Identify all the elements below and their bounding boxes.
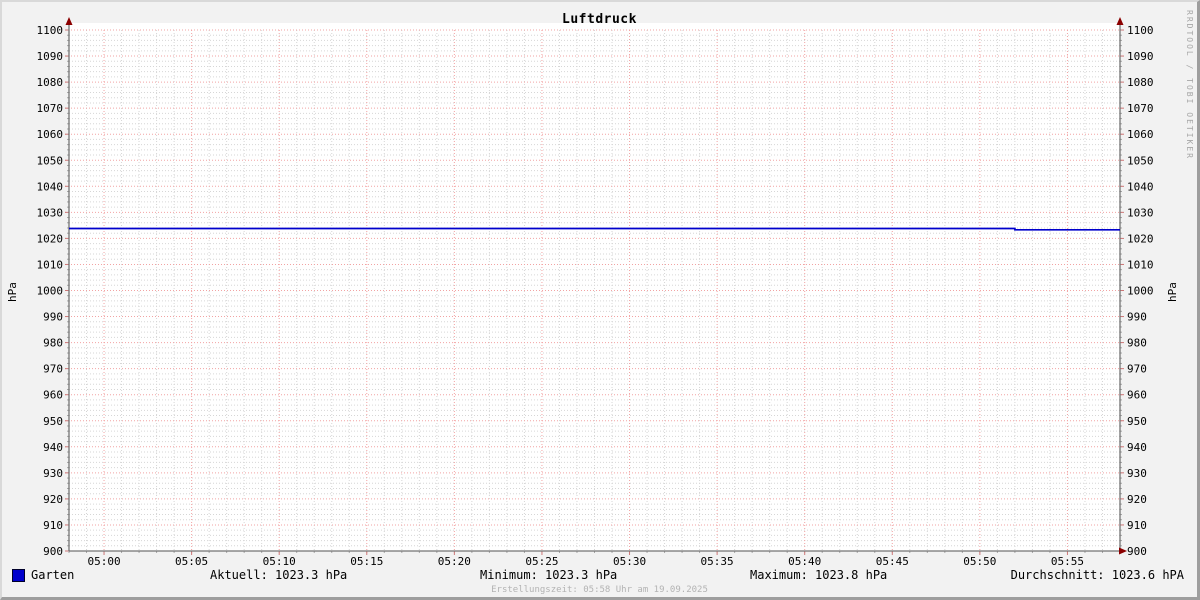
y-tick-label-left: 930 — [43, 467, 63, 480]
y-axis-arrow-left — [65, 17, 73, 25]
x-tick-label: 05:10 — [263, 555, 296, 568]
y-tick-label-left: 1010 — [37, 258, 64, 271]
series-line-garten — [69, 227, 1120, 231]
y-tick-label-left: 1090 — [37, 50, 64, 63]
y-axis-title-left: hPa — [6, 282, 19, 302]
creation-timestamp: Erstellungszeit: 05:58 Uhr am 19.09.2025 — [491, 585, 708, 595]
y-tick-label-right: 1080 — [1127, 76, 1154, 89]
stat-maximum: Maximum: 1023.8 hPa — [750, 568, 888, 582]
y-axis-arrow-right — [1116, 17, 1124, 25]
y-tick-label-right: 980 — [1127, 337, 1147, 350]
y-tick-label-left: 970 — [43, 363, 63, 376]
y-tick-label-right: 1050 — [1127, 154, 1154, 167]
y-tick-label-right: 1040 — [1127, 180, 1154, 193]
y-tick-label-left: 1100 — [37, 24, 64, 37]
x-tick-label: 05:50 — [963, 555, 996, 568]
y-tick-label-right: 1010 — [1127, 258, 1154, 271]
y-tick-label-left: 940 — [43, 441, 63, 454]
y-tick-label-left: 1000 — [37, 285, 64, 298]
x-tick-label: 05:00 — [87, 555, 120, 568]
y-tick-label-left: 1060 — [37, 128, 64, 141]
y-tick-label-right: 990 — [1127, 311, 1147, 324]
y-tick-label-left: 1070 — [37, 102, 64, 115]
y-tick-label-left: 980 — [43, 337, 63, 350]
y-axis-title-right: hPa — [1166, 282, 1179, 302]
y-tick-label-right: 1000 — [1127, 285, 1154, 298]
y-tick-label-right: 1070 — [1127, 102, 1154, 115]
y-tick-label-right: 960 — [1127, 389, 1147, 402]
y-tick-label-right: 1090 — [1127, 50, 1154, 63]
x-tick-label: 05:30 — [613, 555, 646, 568]
legend-series-label: Garten — [31, 568, 75, 582]
y-tick-label-right: 920 — [1127, 493, 1147, 506]
x-tick-label: 05:20 — [438, 555, 471, 568]
stat-aktuell: Aktuell: 1023.3 hPa — [210, 568, 348, 582]
y-tick-label-right: 1030 — [1127, 206, 1154, 219]
legend-row: Garten Aktuell: 1023.3 hPa Minimum: 1023… — [2, 567, 1197, 583]
y-tick-label-left: 900 — [43, 545, 63, 558]
x-tick-label: 05:40 — [788, 555, 821, 568]
y-tick-label-left: 1020 — [37, 232, 64, 245]
stat-minimum: Minimum: 1023.3 hPa — [480, 568, 618, 582]
y-tick-label-left: 1030 — [37, 206, 64, 219]
x-tick-label: 05:05 — [175, 555, 208, 568]
y-tick-label-left: 910 — [43, 519, 63, 532]
x-axis-arrow — [1119, 547, 1127, 555]
y-tick-label-right: 1060 — [1127, 128, 1154, 141]
y-tick-label-right: 950 — [1127, 415, 1147, 428]
y-tick-label-left: 1040 — [37, 180, 64, 193]
y-tick-label-left: 1050 — [37, 154, 64, 167]
x-tick-label: 05:25 — [525, 555, 558, 568]
y-tick-label-right: 900 — [1127, 545, 1147, 558]
y-tick-label-right: 940 — [1127, 441, 1147, 454]
x-tick-label: 05:55 — [1051, 555, 1084, 568]
x-tick-label: 05:15 — [350, 555, 383, 568]
legend-swatch — [12, 569, 25, 582]
y-tick-label-left: 1080 — [37, 76, 64, 89]
y-tick-label-right: 910 — [1127, 519, 1147, 532]
y-tick-label-right: 1100 — [1127, 24, 1154, 37]
stat-durchschnitt: Durchschnitt: 1023.6 hPA — [1010, 568, 1184, 582]
y-tick-label-right: 930 — [1127, 467, 1147, 480]
x-tick-label: 05:45 — [876, 555, 909, 568]
watermark: RRDTOOL / TOBI OETIKER — [1185, 10, 1194, 160]
y-tick-label-right: 970 — [1127, 363, 1147, 376]
x-tick-label: 05:35 — [701, 555, 734, 568]
y-tick-label-right: 1020 — [1127, 232, 1154, 245]
y-tick-label-left: 950 — [43, 415, 63, 428]
y-tick-label-left: 990 — [43, 311, 63, 324]
y-tick-label-left: 960 — [43, 389, 63, 402]
y-tick-label-left: 920 — [43, 493, 63, 506]
